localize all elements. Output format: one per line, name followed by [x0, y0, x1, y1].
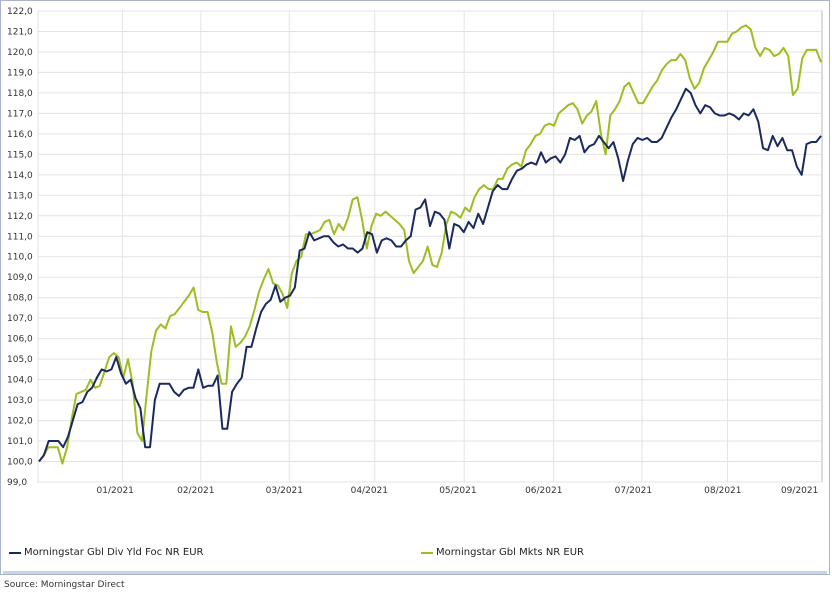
x-tick-label: 07/2021: [615, 486, 652, 496]
line-chart: 99,0 100,0 101,0 102,0 103,0 104,0 105,0 106,0 1…: [7, 7, 823, 496]
y-tick-label: 115,0: [7, 150, 33, 160]
y-tick-label: 114,0: [7, 171, 33, 181]
y-tick-label: 113,0: [7, 191, 33, 201]
y-tick-label: 110,0: [7, 253, 33, 263]
y-tick-label: 101,0: [7, 437, 33, 447]
y-tick-label: 106,0: [7, 335, 33, 345]
legend-swatch-div-yld: [9, 551, 21, 554]
y-tick-label: 105,0: [7, 355, 33, 365]
y-tick-label: 107,0: [7, 314, 33, 324]
source-note: Source: Morningstar Direct: [4, 580, 125, 590]
series-line-0: [38, 87, 822, 463]
y-tick-label: 109,0: [7, 273, 33, 283]
y-tick-label: 116,0: [7, 130, 33, 140]
x-tick-label: 02/2021: [177, 486, 214, 496]
y-tick-label: 120,0: [7, 48, 33, 58]
legend-label-gbl-mkts: Morningstar Gbl Mkts NR EUR: [436, 547, 585, 558]
y-tick-label: 99,0: [7, 478, 27, 488]
y-tick-label: 118,0: [7, 89, 33, 99]
y-tick-label: 117,0: [7, 109, 33, 119]
x-tick-label: 05/2021: [439, 486, 476, 496]
y-tick-label: 103,0: [7, 396, 33, 406]
x-tick-label: 03/2021: [266, 486, 303, 496]
y-tick-label: 108,0: [7, 294, 33, 304]
legend-swatch-gbl-mkts: [421, 551, 433, 554]
x-tick-label: 01/2021: [97, 486, 134, 496]
y-tick-label: 119,0: [7, 68, 33, 78]
series-line-1: [38, 24, 822, 465]
x-tick-label: 06/2021: [525, 486, 562, 496]
x-tick-label: 08/2021: [704, 486, 741, 496]
y-tick-label: 112,0: [7, 212, 33, 222]
y-tick-label: 104,0: [7, 376, 33, 386]
y-tick-label: 100,0: [7, 458, 33, 468]
x-tick-label: 04/2021: [351, 486, 388, 496]
y-tick-label: 102,0: [7, 417, 33, 427]
y-tick-label: 122,0: [7, 7, 33, 17]
chart-frame: 99,0 100,0 101,0 102,0 103,0 104,0 105,0 106,0 1…: [0, 0, 830, 575]
legend-item-div-yld: Morningstar Gbl Div Yld Foc NR EUR: [9, 547, 203, 558]
plot-area: [37, 10, 823, 483]
x-tick-label: 09/2021: [781, 486, 818, 496]
legend-item-gbl-mkts: Morningstar Gbl Mkts NR EUR: [421, 547, 584, 558]
legend-label-div-yld: Morningstar Gbl Div Yld Foc NR EUR: [24, 547, 204, 558]
y-tick-label: 111,0: [7, 232, 33, 242]
frame-bottom-border: [3, 571, 827, 574]
y-tick-label: 121,0: [7, 27, 33, 37]
